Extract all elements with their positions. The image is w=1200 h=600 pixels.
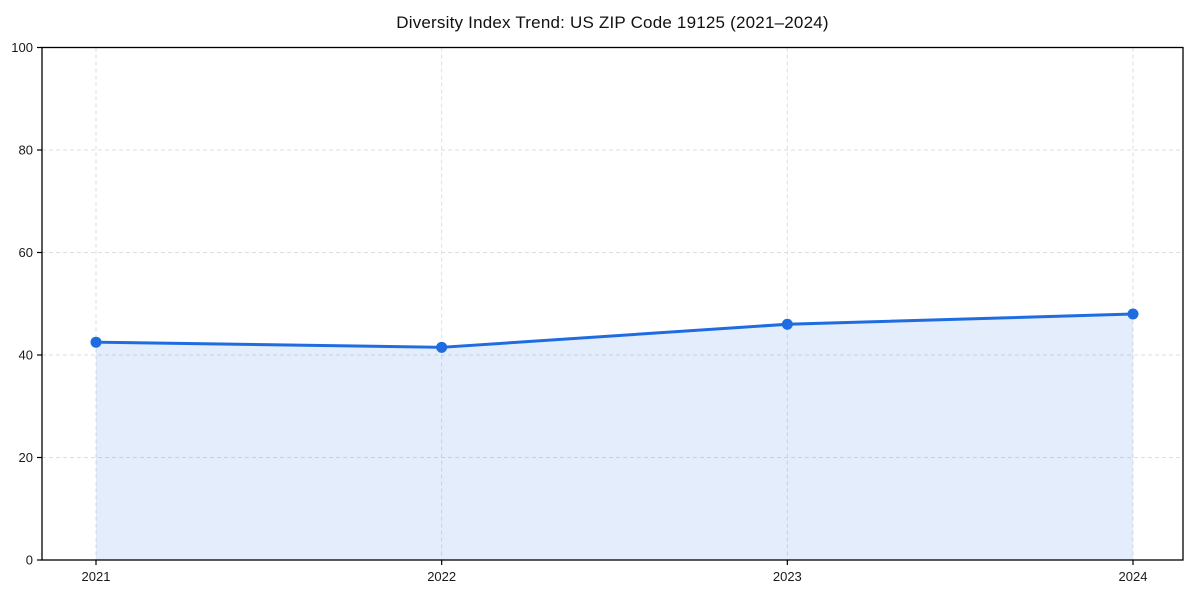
y-tick-label: 20 bbox=[19, 450, 33, 465]
plot-border bbox=[41, 46, 1184, 561]
area-fill bbox=[96, 314, 1133, 560]
data-point-2023 bbox=[781, 318, 793, 330]
y-tick-label: 0 bbox=[26, 553, 33, 568]
x-tick-label: 2021 bbox=[82, 569, 111, 584]
trend-line bbox=[94, 312, 1135, 349]
data-point-2024 bbox=[1127, 308, 1139, 320]
chart-title: Diversity Index Trend: US ZIP Code 19125… bbox=[396, 13, 829, 32]
x-tick-label: 2022 bbox=[427, 569, 456, 584]
y-tick-label: 40 bbox=[19, 348, 33, 363]
data-point-2021 bbox=[90, 336, 102, 348]
x-tick-label: 2024 bbox=[1119, 569, 1148, 584]
y-tick-label: 60 bbox=[19, 245, 33, 260]
data-point-2022 bbox=[436, 341, 448, 353]
y-tick-label: 100 bbox=[11, 40, 33, 55]
x-tick-label: 2023 bbox=[773, 569, 802, 584]
y-tick-label: 80 bbox=[19, 143, 33, 158]
